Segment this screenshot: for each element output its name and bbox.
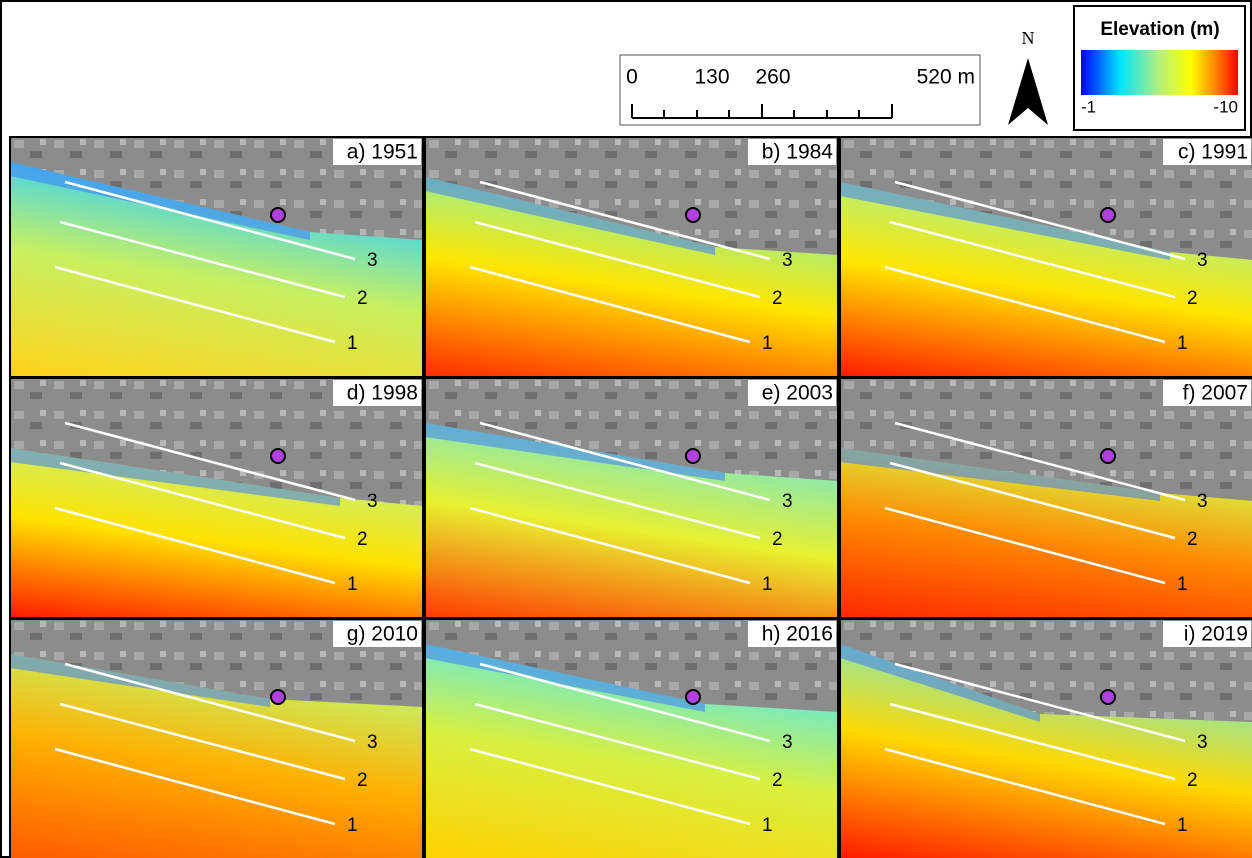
map-panel: 1 2 3 a) 1951	[10, 137, 423, 377]
panel-label: b) 1984	[762, 141, 834, 164]
panel-label: e) 2003	[762, 382, 833, 405]
site-marker	[686, 449, 700, 463]
transect-label: 3	[1197, 732, 1208, 753]
site-marker	[271, 449, 285, 463]
panel-label: c) 1991	[1178, 141, 1248, 164]
transect-label: 2	[1187, 770, 1198, 791]
site-marker	[271, 208, 285, 222]
transect-label: 2	[772, 770, 783, 791]
transect-label: 2	[772, 288, 783, 309]
transect-label: 1	[1177, 815, 1188, 836]
map-panel: 1 2 3 d) 1998	[10, 378, 423, 618]
site-marker	[686, 208, 700, 222]
panel-label: f) 2007	[1183, 382, 1248, 405]
scale-label: 520 m	[917, 66, 975, 89]
figure: 0 130 260 520 m N Elevation (m) -1 -10 1…	[0, 0, 1252, 858]
site-marker	[271, 690, 285, 704]
transect-label: 1	[762, 333, 773, 354]
map-panel: 1 2 3 f) 2007	[840, 378, 1252, 618]
transect-label: 1	[347, 574, 358, 595]
panel-label: d) 1998	[347, 382, 418, 405]
transect-label: 2	[357, 770, 368, 791]
site-marker	[1101, 449, 1115, 463]
map-panel: 1 2 3 c) 1991	[840, 137, 1252, 377]
site-marker	[1101, 208, 1115, 222]
north-arrow-shape	[1008, 58, 1048, 125]
legend-min: -1	[1081, 97, 1096, 116]
transect-label: 1	[1177, 333, 1188, 354]
transect-label: 2	[1187, 529, 1198, 550]
transect-label: 1	[347, 333, 358, 354]
legend-ramp	[1081, 50, 1238, 95]
legend-title: Elevation (m)	[1100, 19, 1219, 40]
transect-label: 3	[367, 491, 378, 512]
scale-label: 0	[626, 66, 638, 89]
transect-label: 3	[782, 732, 793, 753]
map-panel: 1 2 3 h) 2016	[425, 619, 838, 858]
panel-label: a) 1951	[347, 141, 418, 164]
scale-label: 260	[755, 66, 790, 89]
transect-label: 2	[357, 288, 368, 309]
transect-label: 1	[762, 815, 773, 836]
transect-label: 1	[762, 574, 773, 595]
transect-label: 2	[357, 529, 368, 550]
map-panel: 1 2 3 e) 2003	[425, 378, 838, 618]
legend: Elevation (m) -1 -10	[1074, 6, 1245, 130]
transect-label: 3	[1197, 491, 1208, 512]
site-marker	[1101, 690, 1115, 704]
transect-label: 2	[1187, 288, 1198, 309]
transect-label: 1	[1177, 574, 1188, 595]
site-marker	[686, 690, 700, 704]
north-label: N	[1022, 28, 1035, 48]
transect-label: 2	[772, 529, 783, 550]
scale-bar: 0 130 260 520 m	[620, 55, 980, 125]
north-arrow: N	[1008, 28, 1048, 125]
transect-label: 1	[347, 815, 358, 836]
panel-label: h) 2016	[762, 623, 833, 646]
transect-label: 3	[1197, 250, 1208, 271]
map-panel: 1 2 3 i) 2019	[840, 619, 1252, 858]
panels: 1 2 3 a) 1951 1 2 3 b) 1984 1 2 3 c) 1991 1 2 3 d) 1998…	[10, 137, 1252, 858]
scale-label: 130	[694, 66, 729, 89]
map-panel: 1 2 3 b) 1984	[425, 137, 838, 377]
map-panel: 1 2 3 g) 2010	[10, 619, 423, 858]
legend-max: -10	[1213, 97, 1238, 116]
panel-label: i) 2019	[1184, 623, 1248, 646]
transect-label: 3	[782, 250, 793, 271]
transect-label: 3	[782, 491, 793, 512]
panel-label: g) 2010	[347, 623, 418, 646]
transect-label: 3	[367, 250, 378, 271]
transect-label: 3	[367, 732, 378, 753]
